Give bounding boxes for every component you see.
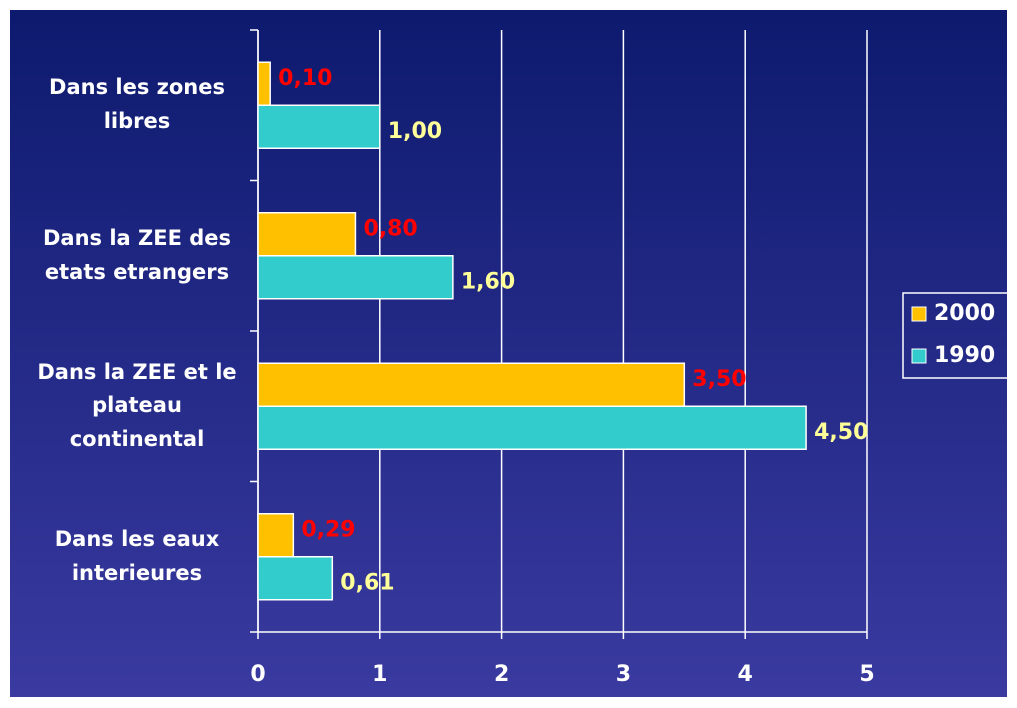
- data-label: 3,50: [692, 367, 746, 392]
- x-tick-label: 3: [616, 662, 631, 687]
- x-tick-label: 2: [494, 662, 509, 687]
- legend-label: 2000: [934, 301, 995, 326]
- data-label: 0,29: [301, 517, 355, 542]
- data-label: 1,00: [388, 119, 442, 144]
- legend-swatch: [911, 348, 927, 364]
- bar: [257, 362, 686, 407]
- x-tick-label: 5: [859, 662, 874, 687]
- category-label-box: Dans la ZEE et le plateau continental: [37, 359, 237, 451]
- x-tick-label: 0: [250, 662, 265, 687]
- background: [10, 10, 1007, 697]
- category-label-box: Dans les eaux interieures: [54, 526, 220, 585]
- bar: [257, 556, 334, 601]
- y-tick-label: Dans les eaux interieures: [54, 526, 220, 585]
- bar: [257, 255, 454, 300]
- legend-box: [902, 292, 1014, 379]
- data-label: 0,80: [363, 216, 417, 241]
- legend-label: 1990: [934, 343, 995, 368]
- x-tick-label: 1: [372, 662, 387, 687]
- y-tick-label: Dans les zones libres: [49, 75, 225, 133]
- data-label: 0,61: [340, 570, 394, 595]
- bar: [257, 405, 807, 450]
- bar: [257, 212, 357, 257]
- x-tick-label: 4: [738, 662, 753, 687]
- category-label-box: Dans les zones libres: [49, 75, 225, 133]
- bar: [257, 513, 295, 558]
- bar: [257, 61, 271, 106]
- data-label: 1,60: [461, 269, 515, 294]
- data-label: 0,10: [278, 66, 332, 91]
- y-tick-label: Dans la ZEE et le plateau continental: [37, 359, 237, 451]
- y-tick-label: Dans la ZEE des etats etrangers: [42, 225, 232, 284]
- data-label: 4,50: [814, 420, 868, 445]
- legend-swatch: [911, 306, 927, 322]
- category-label-box: Dans la ZEE des etats etrangers: [42, 225, 232, 284]
- bar: [257, 104, 381, 149]
